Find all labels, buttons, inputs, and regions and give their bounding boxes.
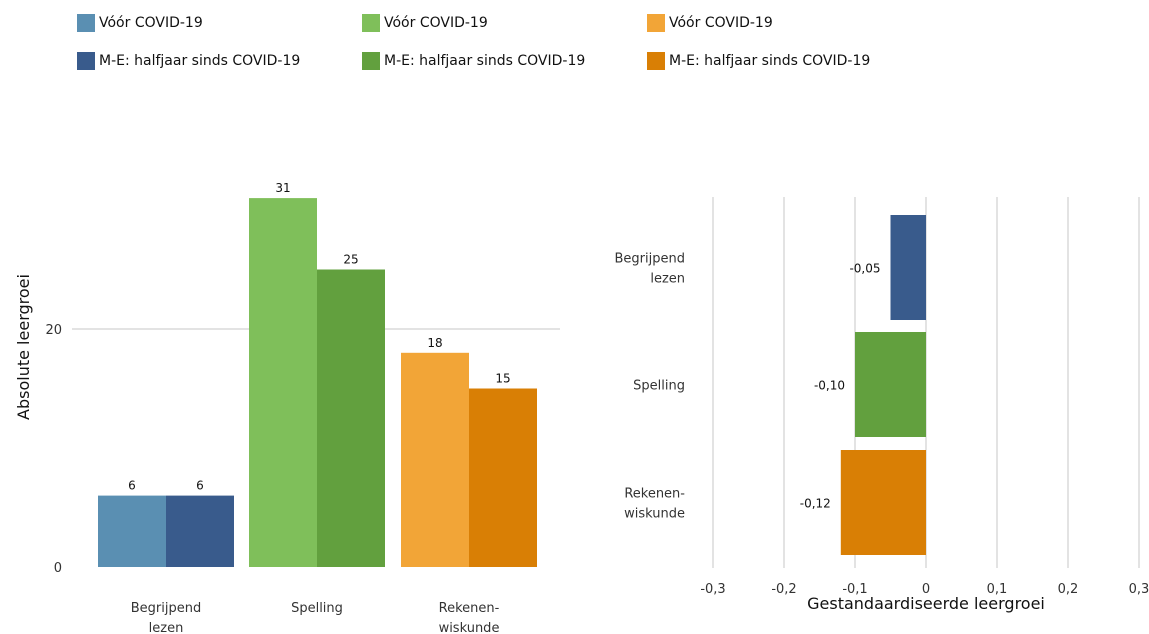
y-axis-title: Absolute leergroei: [14, 274, 33, 420]
data-label: 15: [495, 372, 510, 386]
y-tick-label: Spelling: [633, 379, 685, 394]
x-axis-title: Gestandaardiseerde leergroei: [807, 594, 1045, 613]
legend-item-after-spelling: M-E: halfjaar sinds COVID-19: [362, 52, 585, 70]
bar: [890, 215, 926, 320]
absolute-growth-bar-chart: 0 20 Absolute leergroei 6 6 Begrijpend lezen 31…: [14, 181, 560, 634]
bar: [98, 495, 166, 567]
x-tick-label: Rekenen-: [439, 601, 500, 616]
data-label: 6: [128, 479, 136, 493]
x-tick-label: 0,3: [1129, 582, 1149, 597]
legend-label: M-E: halfjaar sinds COVID-19: [669, 53, 871, 69]
x-tick-label: Spelling: [291, 601, 343, 616]
legend-label: Vóór COVID-19: [99, 15, 203, 31]
legend-item-before-spelling: Vóór COVID-19: [362, 14, 488, 32]
legend-swatch: [647, 14, 665, 32]
data-label: -0,12: [800, 497, 831, 511]
legend-item-after-math: M-E: halfjaar sinds COVID-19: [647, 52, 870, 70]
x-tick-label: 0,1: [987, 582, 1008, 597]
data-label: -0,10: [814, 379, 845, 393]
bar: [249, 198, 317, 567]
bar: [855, 332, 926, 437]
legend-label: M-E: halfjaar sinds COVID-19: [384, 53, 586, 69]
legend-label: M-E: halfjaar sinds COVID-19: [99, 53, 301, 69]
data-label: 6: [196, 479, 204, 493]
legend-swatch: [362, 14, 380, 32]
legend-item-after-reading: M-E: halfjaar sinds COVID-19: [77, 52, 300, 70]
legend-swatch: [77, 14, 95, 32]
data-label: 25: [343, 253, 358, 267]
legend-label: Vóór COVID-19: [384, 15, 488, 31]
data-label: 31: [275, 181, 290, 195]
y-tick-label: Begrijpend: [615, 252, 685, 267]
legend-item-before-reading: Vóór COVID-19: [77, 14, 203, 32]
legend-swatch: [362, 52, 380, 70]
legend-swatch: [647, 52, 665, 70]
y-tick-label: lezen: [650, 272, 685, 287]
x-tick-label: -0,1: [842, 582, 867, 597]
x-tick-label: lezen: [149, 621, 184, 634]
legend: Vóór COVID-19 Vóór COVID-19 Vóór COVID-1…: [0, 0, 1149, 80]
bar: [317, 269, 385, 567]
y-tick-label: Rekenen-: [624, 487, 685, 502]
legend-item-before-math: Vóór COVID-19: [647, 14, 773, 32]
bar: [401, 352, 469, 567]
data-label: 18: [427, 336, 442, 350]
bar: [166, 495, 234, 567]
legend-label: Vóór COVID-19: [669, 15, 773, 31]
x-tick-label: 0: [922, 582, 930, 597]
bar: [469, 388, 537, 567]
x-tick-label: -0,2: [771, 582, 796, 597]
y-tick-label: wiskunde: [624, 507, 685, 522]
x-tick-label: 0,2: [1058, 582, 1079, 597]
data-label: -0,05: [849, 262, 880, 276]
x-tick-label: wiskunde: [439, 621, 500, 634]
x-tick-label: Begrijpend: [131, 601, 201, 616]
legend-swatch: [77, 52, 95, 70]
x-tick-label: -0,3: [700, 582, 725, 597]
bar: [840, 450, 926, 555]
y-tick-label: 20: [45, 323, 62, 338]
y-tick-label: 0: [54, 561, 62, 576]
